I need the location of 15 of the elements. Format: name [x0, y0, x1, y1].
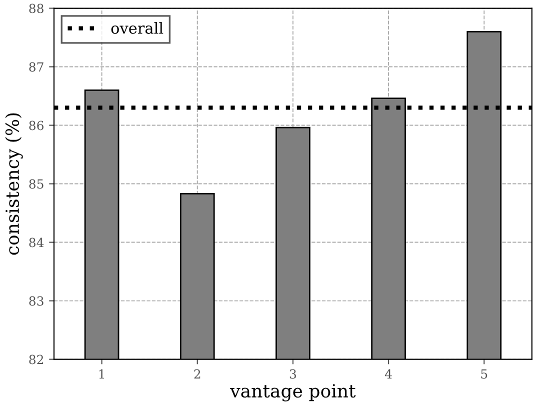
y-tick-label: 83 [29, 296, 44, 306]
x-axis-title: vantage point [230, 384, 356, 402]
y-axis-title: consistency (%) [5, 113, 23, 255]
legend-label: overall [111, 22, 164, 34]
y-tick-label: 86 [29, 120, 44, 130]
x-tick-label: 1 [99, 369, 104, 379]
x-tick-label: 5 [481, 369, 488, 379]
y-tick-label: 88 [29, 4, 44, 14]
y-tick-label: 82 [29, 354, 44, 364]
y-tick-label: 85 [29, 179, 44, 189]
x-tick-label: 4 [384, 369, 392, 379]
y-tick-label: 87 [29, 62, 44, 72]
x-tick-label: 3 [290, 369, 296, 379]
x-tick-label: 2 [194, 369, 200, 379]
y-tick-label: 84 [29, 238, 44, 248]
